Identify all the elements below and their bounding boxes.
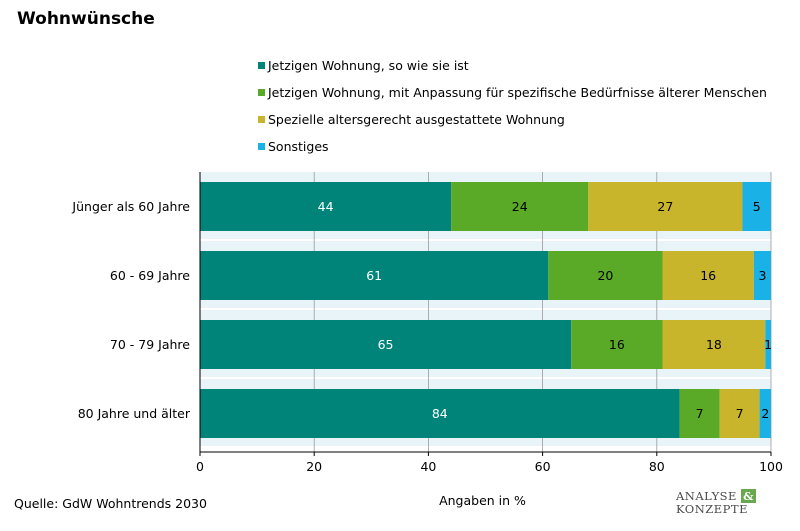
category-label: Jünger als 60 Jahre <box>71 199 190 214</box>
bar-segment <box>451 182 589 231</box>
data-label: 1 <box>764 337 772 352</box>
logo-ampersand: & <box>741 489 756 503</box>
x-tick-label: 20 <box>306 459 322 474</box>
data-label: 5 <box>753 199 761 214</box>
legend-swatch-3 <box>258 116 265 123</box>
x-tick-label: 100 <box>759 459 783 474</box>
bar-segment <box>679 389 720 438</box>
data-label: 27 <box>657 199 673 214</box>
legend-label: Sonstiges <box>268 139 329 154</box>
data-label: 44 <box>318 199 334 214</box>
legend-label: Spezielle altersgerecht ausgestattete Wo… <box>268 112 565 127</box>
data-label: 20 <box>597 268 613 283</box>
data-label: 16 <box>609 337 625 352</box>
bar-segment <box>719 389 760 438</box>
category-label: 60 - 69 Jahre <box>110 268 190 283</box>
bar-segment <box>662 320 766 369</box>
data-label: 7 <box>696 406 704 421</box>
category-label: 80 Jahre und älter <box>78 406 191 421</box>
legend-item: Jetzigen Wohnung, mit Anpassung für spez… <box>258 79 767 106</box>
legend-swatch-4 <box>258 143 265 150</box>
legend: Jetzigen Wohnung, so wie sie ist Jetzige… <box>258 52 767 160</box>
legend-swatch-1 <box>258 62 265 69</box>
bar-segment <box>200 389 680 438</box>
bar-segment <box>759 389 771 438</box>
bar-segment <box>200 182 452 231</box>
data-label: 65 <box>378 337 394 352</box>
logo-line-1: ANALYSE <box>676 489 737 503</box>
bar-segment <box>742 182 771 231</box>
legend-item: Jetzigen Wohnung, so wie sie ist <box>258 52 767 79</box>
data-label: 18 <box>706 337 722 352</box>
legend-label: Jetzigen Wohnung, so wie sie ist <box>268 58 469 73</box>
x-axis-title: Angaben in % <box>439 493 526 508</box>
x-tick-label: 0 <box>196 459 204 474</box>
data-label: 2 <box>761 406 769 421</box>
data-label: 84 <box>432 406 448 421</box>
bar-segment <box>662 251 754 300</box>
bar-segment <box>548 251 663 300</box>
x-tick-label: 40 <box>420 459 436 474</box>
bar-segment <box>200 320 572 369</box>
bar-segment <box>765 320 771 369</box>
data-label: 61 <box>366 268 382 283</box>
data-label: 24 <box>512 199 528 214</box>
legend-item: Sonstiges <box>258 133 767 160</box>
chart-title: Wohnwünsche <box>17 9 155 29</box>
data-label: 16 <box>700 268 716 283</box>
logo-line-2: KONZEPTE <box>676 502 748 516</box>
analyse-konzepte-logo: ANALYSE & KONZEPTE <box>676 489 756 516</box>
source-note: Quelle: GdW Wohntrends 2030 <box>14 496 207 511</box>
data-label: 3 <box>758 268 766 283</box>
bar-segment <box>588 182 743 231</box>
x-tick-label: 60 <box>535 459 551 474</box>
legend-label: Jetzigen Wohnung, mit Anpassung für spez… <box>268 85 767 100</box>
legend-item: Spezielle altersgerecht ausgestattete Wo… <box>258 106 767 133</box>
data-label: 7 <box>736 406 744 421</box>
category-label: 70 - 79 Jahre <box>110 337 190 352</box>
x-tick-label: 80 <box>649 459 665 474</box>
bar-segment <box>571 320 663 369</box>
legend-swatch-2 <box>258 89 265 96</box>
bar-segment <box>753 251 771 300</box>
bar-segment <box>200 251 549 300</box>
